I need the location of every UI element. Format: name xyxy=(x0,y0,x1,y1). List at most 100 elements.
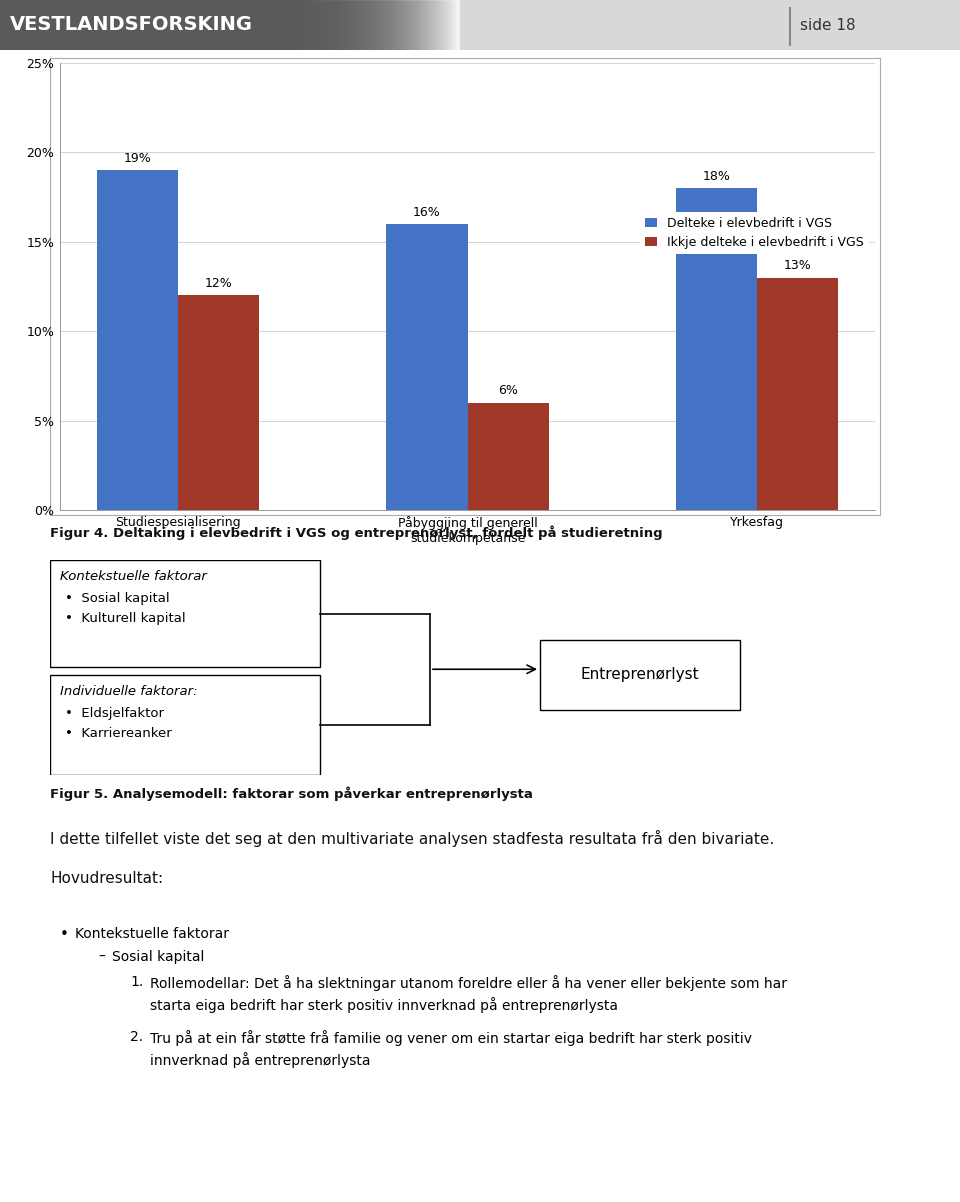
Bar xyxy=(272,0,273,50)
Bar xyxy=(305,0,306,50)
Bar xyxy=(297,0,298,50)
Bar xyxy=(264,0,265,50)
Bar xyxy=(336,0,337,50)
Bar xyxy=(354,0,355,50)
Bar xyxy=(361,0,362,50)
Bar xyxy=(459,0,460,50)
Bar xyxy=(448,0,449,50)
Bar xyxy=(449,0,450,50)
Bar xyxy=(355,0,356,50)
Bar xyxy=(357,0,358,50)
Bar xyxy=(434,0,435,50)
Bar xyxy=(418,0,419,50)
Bar xyxy=(363,0,364,50)
Bar xyxy=(285,0,286,50)
Text: 1.: 1. xyxy=(130,975,143,989)
Bar xyxy=(381,0,382,50)
Bar xyxy=(425,0,426,50)
Bar xyxy=(306,0,307,50)
Bar xyxy=(260,0,261,50)
Bar xyxy=(300,0,301,50)
Text: 19%: 19% xyxy=(124,151,152,165)
Bar xyxy=(261,0,262,50)
Bar xyxy=(318,0,319,50)
Bar xyxy=(370,0,371,50)
Text: Kontekstuelle faktorar: Kontekstuelle faktorar xyxy=(60,570,206,583)
Bar xyxy=(427,0,428,50)
Bar xyxy=(263,0,264,50)
Bar xyxy=(328,0,329,50)
FancyBboxPatch shape xyxy=(540,639,740,710)
Bar xyxy=(416,0,417,50)
Bar xyxy=(289,0,290,50)
Bar xyxy=(307,0,308,50)
Text: Figur 4. Deltaking i elevbedrift i VGS og entreprenørlyst, fordelt på studieretn: Figur 4. Deltaking i elevbedrift i VGS o… xyxy=(50,525,662,540)
FancyBboxPatch shape xyxy=(50,560,320,667)
Bar xyxy=(330,0,331,50)
Bar xyxy=(351,0,352,50)
Bar xyxy=(334,0,335,50)
Bar xyxy=(310,0,311,50)
Bar xyxy=(348,0,349,50)
Bar xyxy=(360,0,361,50)
Bar xyxy=(292,0,293,50)
FancyBboxPatch shape xyxy=(50,676,320,775)
Text: •: • xyxy=(60,927,69,942)
Bar xyxy=(419,0,420,50)
Bar xyxy=(468,403,548,510)
Bar xyxy=(179,296,259,510)
Bar xyxy=(332,0,333,50)
Bar xyxy=(366,0,367,50)
Bar xyxy=(339,0,340,50)
Bar xyxy=(453,0,454,50)
Bar xyxy=(0,0,260,50)
Bar xyxy=(450,0,451,50)
Bar xyxy=(436,0,437,50)
Text: –: – xyxy=(98,950,105,964)
Bar xyxy=(314,0,315,50)
Text: Rollemodellar: Det å ha slektningar utanom foreldre eller å ha vener eller bekje: Rollemodellar: Det å ha slektningar utan… xyxy=(150,975,787,990)
Bar xyxy=(393,0,394,50)
Bar xyxy=(386,0,387,50)
Bar xyxy=(432,0,433,50)
Bar xyxy=(402,0,403,50)
Bar xyxy=(442,0,443,50)
Bar xyxy=(315,0,316,50)
Bar xyxy=(296,0,297,50)
Bar xyxy=(383,0,384,50)
Bar xyxy=(286,0,287,50)
Text: 6%: 6% xyxy=(498,385,518,398)
Bar xyxy=(437,0,438,50)
Bar xyxy=(338,0,339,50)
Bar xyxy=(323,0,324,50)
Bar xyxy=(358,0,359,50)
Bar xyxy=(397,0,398,50)
Bar xyxy=(277,0,278,50)
Bar xyxy=(454,0,455,50)
Text: side 18: side 18 xyxy=(800,18,855,32)
Bar xyxy=(443,0,444,50)
Bar xyxy=(293,0,294,50)
Bar xyxy=(440,0,441,50)
Bar xyxy=(364,0,365,50)
Bar xyxy=(324,0,325,50)
Bar xyxy=(460,0,960,50)
Bar xyxy=(327,0,328,50)
Bar xyxy=(281,0,282,50)
Bar xyxy=(322,0,323,50)
Bar xyxy=(276,0,277,50)
Bar xyxy=(380,0,381,50)
Bar xyxy=(401,0,402,50)
Bar xyxy=(394,0,395,50)
Text: 12%: 12% xyxy=(204,278,232,290)
Text: Hovudresultat:: Hovudresultat: xyxy=(50,871,163,886)
Bar xyxy=(387,0,388,50)
Bar xyxy=(446,0,447,50)
Bar xyxy=(275,0,276,50)
Bar xyxy=(395,0,396,50)
Bar xyxy=(337,0,338,50)
Bar xyxy=(312,0,313,50)
Bar xyxy=(271,0,272,50)
Bar xyxy=(283,0,284,50)
Bar xyxy=(321,0,322,50)
